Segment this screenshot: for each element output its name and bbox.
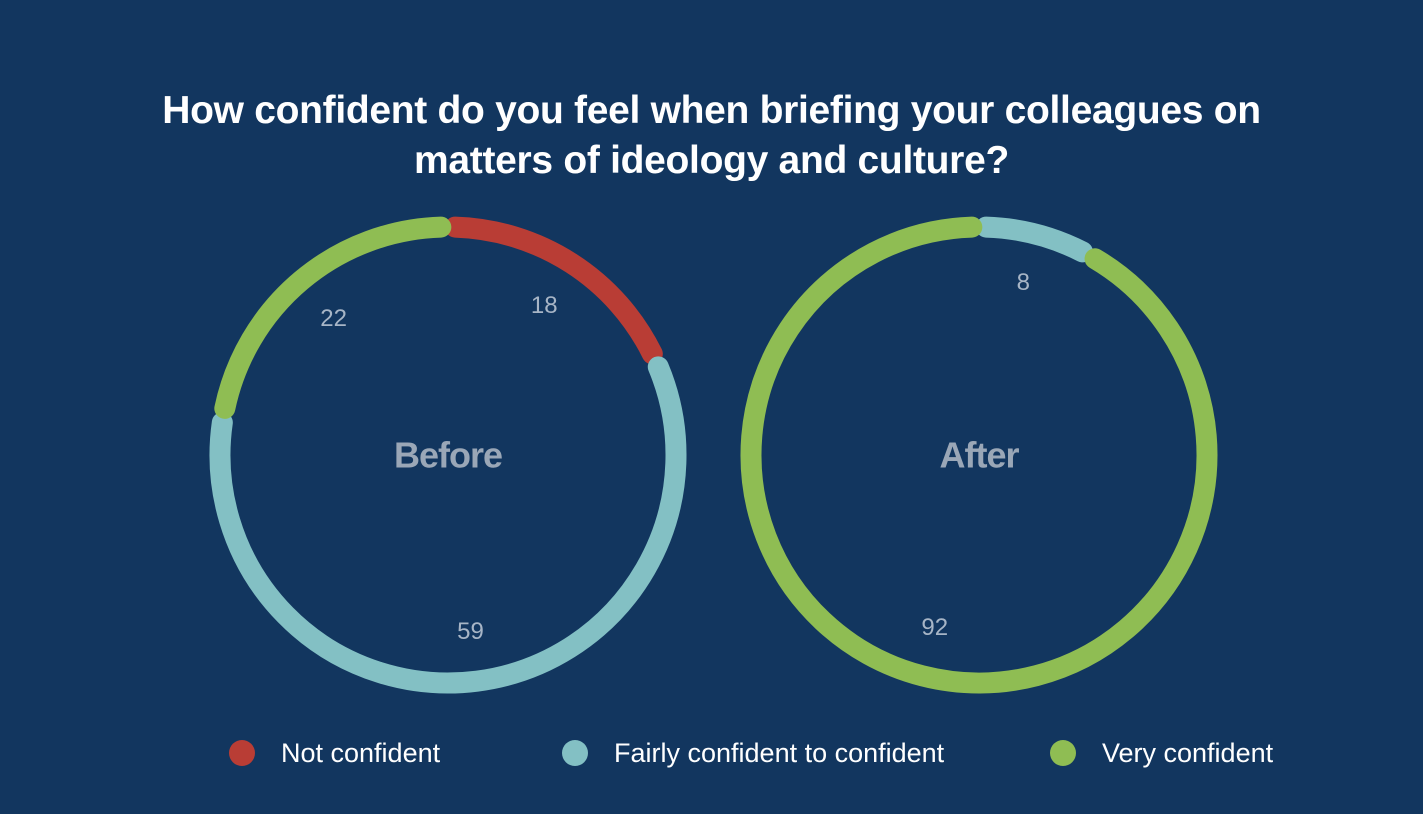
legend-item-very-confident: Very confident [1050,733,1273,773]
legend-label-fairly-confident: Fairly confident to confident [614,737,945,768]
legend: Not confident Fairly confident to confid… [0,733,1423,773]
legend-swatch-not-confident [229,740,255,766]
legend-item-not-confident: Not confident [229,733,440,773]
legend-item-fairly-confident: Fairly confident to confident [562,733,944,773]
data-label-before-very-confident: 22 [320,305,347,332]
data-label-before-fairly-confident-to-confident: 59 [457,618,484,645]
data-label-after-fairly-confident-to-confident: 8 [1017,269,1030,296]
legend-swatch-fairly-confident [562,740,588,766]
slice-before-not-confident [444,216,663,365]
center-label-before: Before [394,435,502,476]
legend-swatch-very-confident [1050,740,1076,766]
data-label-before-not-confident: 18 [531,292,558,319]
slice-after-fairly-confident-to-confident [975,216,1094,263]
slice-before-very-confident [214,216,452,419]
chart-title: How confident do you feel when briefing … [0,86,1423,186]
slice-after-very-confident [740,216,1218,694]
legend-label-not-confident: Not confident [281,737,441,768]
chart-title-line-1: How confident do you feel when briefing … [162,89,1261,132]
center-label-after: After [939,435,1019,476]
legend-label-very-confident: Very confident [1102,737,1274,768]
slice-before-fairly-confident-to-confident [209,356,687,694]
data-label-after-very-confident: 92 [921,614,948,641]
chart-title-line-2: matters of ideology and culture? [414,139,1009,182]
